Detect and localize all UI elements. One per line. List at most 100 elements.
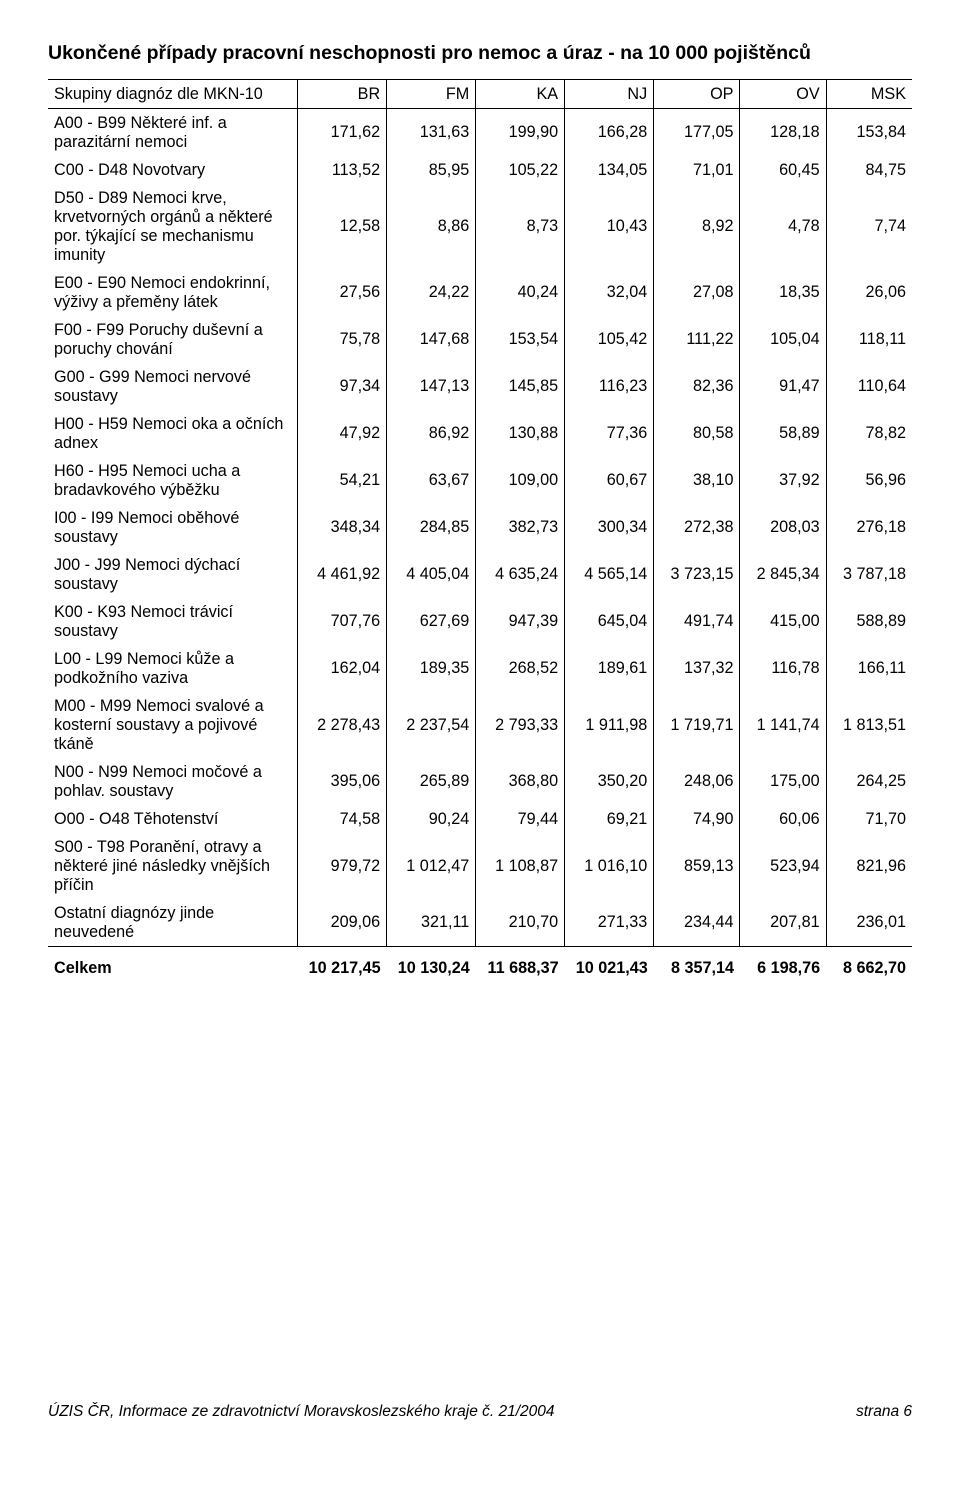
total-cell: 8 662,70 <box>826 947 912 983</box>
total-cell: 11 688,37 <box>476 947 565 983</box>
cell-value: 97,34 <box>298 363 387 410</box>
table-row: C00 - D48 Novotvary113,5285,95105,22134,… <box>48 156 912 184</box>
cell-value: 74,58 <box>298 805 387 833</box>
row-label: M00 - M99 Nemoci svalové a kosterní sous… <box>48 692 298 758</box>
cell-value: 147,13 <box>387 363 476 410</box>
cell-value: 2 793,33 <box>476 692 565 758</box>
total-cell: 6 198,76 <box>740 947 826 983</box>
row-label: A00 - B99 Některé inf. a parazitární nem… <box>48 109 298 157</box>
cell-value: 272,38 <box>654 504 740 551</box>
cell-value: 134,05 <box>565 156 654 184</box>
cell-value: 4 405,04 <box>387 551 476 598</box>
cell-value: 207,81 <box>740 899 826 947</box>
row-label: I00 - I99 Nemoci oběhové soustavy <box>48 504 298 551</box>
cell-value: 1 813,51 <box>826 692 912 758</box>
cell-value: 523,94 <box>740 833 826 899</box>
cell-value: 131,63 <box>387 109 476 157</box>
cell-value: 79,44 <box>476 805 565 833</box>
cell-value: 1 719,71 <box>654 692 740 758</box>
table-row: S00 - T98 Poranění, otravy a některé jin… <box>48 833 912 899</box>
cell-value: 12,58 <box>298 184 387 269</box>
cell-value: 3 723,15 <box>654 551 740 598</box>
cell-value: 56,96 <box>826 457 912 504</box>
cell-value: 415,00 <box>740 598 826 645</box>
table-row: Ostatní diagnózy jinde neuvedené209,0632… <box>48 899 912 947</box>
cell-value: 4,78 <box>740 184 826 269</box>
row-label: H60 - H95 Nemoci ucha a bradavkového výb… <box>48 457 298 504</box>
cell-value: 199,90 <box>476 109 565 157</box>
table-row: E00 - E90 Nemoci endokrinní, výživy a př… <box>48 269 912 316</box>
cell-value: 4 461,92 <box>298 551 387 598</box>
cell-value: 979,72 <box>298 833 387 899</box>
cell-value: 27,56 <box>298 269 387 316</box>
cell-value: 382,73 <box>476 504 565 551</box>
cell-value: 91,47 <box>740 363 826 410</box>
table-row: H00 - H59 Nemoci oka a očních adnex47,92… <box>48 410 912 457</box>
cell-value: 69,21 <box>565 805 654 833</box>
cell-value: 145,85 <box>476 363 565 410</box>
table-row: M00 - M99 Nemoci svalové a kosterní sous… <box>48 692 912 758</box>
cell-value: 236,01 <box>826 899 912 947</box>
cell-value: 234,44 <box>654 899 740 947</box>
table-row: F00 - F99 Poruchy duševní a poruchy chov… <box>48 316 912 363</box>
cell-value: 1 108,87 <box>476 833 565 899</box>
cell-value: 105,22 <box>476 156 565 184</box>
row-label: N00 - N99 Nemoci močové a pohlav. sousta… <box>48 758 298 805</box>
table-total-row: Celkem 10 217,45 10 130,24 11 688,37 10 … <box>48 947 912 983</box>
cell-value: 166,28 <box>565 109 654 157</box>
cell-value: 38,10 <box>654 457 740 504</box>
cell-value: 153,54 <box>476 316 565 363</box>
cell-value: 109,00 <box>476 457 565 504</box>
cell-value: 707,76 <box>298 598 387 645</box>
cell-value: 147,68 <box>387 316 476 363</box>
cell-value: 130,88 <box>476 410 565 457</box>
table-row: J00 - J99 Nemoci dýchací soustavy4 461,9… <box>48 551 912 598</box>
cell-value: 60,45 <box>740 156 826 184</box>
cell-value: 8,92 <box>654 184 740 269</box>
header-label: Skupiny diagnóz dle MKN-10 <box>48 80 298 109</box>
cell-value: 2 237,54 <box>387 692 476 758</box>
cell-value: 859,13 <box>654 833 740 899</box>
cell-value: 58,89 <box>740 410 826 457</box>
cell-value: 1 016,10 <box>565 833 654 899</box>
cell-value: 60,06 <box>740 805 826 833</box>
cell-value: 105,04 <box>740 316 826 363</box>
cell-value: 2 278,43 <box>298 692 387 758</box>
cell-value: 175,00 <box>740 758 826 805</box>
cell-value: 209,06 <box>298 899 387 947</box>
cell-value: 248,06 <box>654 758 740 805</box>
cell-value: 627,69 <box>387 598 476 645</box>
cell-value: 276,18 <box>826 504 912 551</box>
total-cell: 10 021,43 <box>565 947 654 983</box>
column-header: OV <box>740 80 826 109</box>
cell-value: 368,80 <box>476 758 565 805</box>
total-label: Celkem <box>48 947 298 983</box>
row-label: O00 - O48 Těhotenství <box>48 805 298 833</box>
total-cell: 8 357,14 <box>654 947 740 983</box>
cell-value: 284,85 <box>387 504 476 551</box>
table-row: G00 - G99 Nemoci nervové soustavy97,3414… <box>48 363 912 410</box>
cell-value: 116,23 <box>565 363 654 410</box>
cell-value: 40,24 <box>476 269 565 316</box>
cell-value: 26,06 <box>826 269 912 316</box>
cell-value: 60,67 <box>565 457 654 504</box>
row-label: K00 - K93 Nemoci trávicí soustavy <box>48 598 298 645</box>
cell-value: 162,04 <box>298 645 387 692</box>
cell-value: 113,52 <box>298 156 387 184</box>
footer-left: ÚZIS ČR, Informace ze zdravotnictví Mora… <box>48 1403 555 1421</box>
cell-value: 71,70 <box>826 805 912 833</box>
cell-value: 210,70 <box>476 899 565 947</box>
cell-value: 54,21 <box>298 457 387 504</box>
cell-value: 271,33 <box>565 899 654 947</box>
column-header: BR <box>298 80 387 109</box>
cell-value: 27,08 <box>654 269 740 316</box>
cell-value: 86,92 <box>387 410 476 457</box>
cell-value: 3 787,18 <box>826 551 912 598</box>
cell-value: 395,06 <box>298 758 387 805</box>
cell-value: 177,05 <box>654 109 740 157</box>
cell-value: 208,03 <box>740 504 826 551</box>
table-row: L00 - L99 Nemoci kůže a podkožního vaziv… <box>48 645 912 692</box>
total-cell: 10 217,45 <box>298 947 387 983</box>
cell-value: 171,62 <box>298 109 387 157</box>
cell-value: 350,20 <box>565 758 654 805</box>
